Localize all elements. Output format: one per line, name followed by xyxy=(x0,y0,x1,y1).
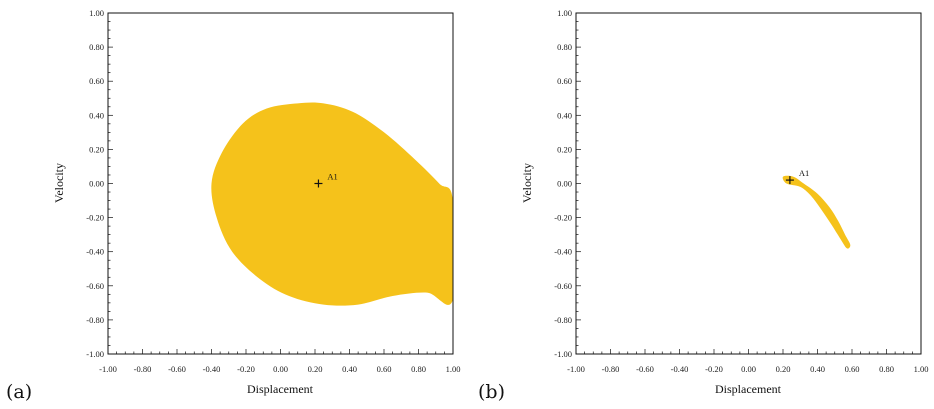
y-tick-label: -1.00 xyxy=(554,349,572,359)
y-tick-label: 0.20 xyxy=(89,144,104,154)
x-tick-label: 1.00 xyxy=(446,364,461,374)
x-tick-label: 0.60 xyxy=(377,364,392,374)
y-tick-label: -0.20 xyxy=(86,213,104,223)
y-tick-label: 0.60 xyxy=(89,76,104,86)
y-axis-title: Velocity xyxy=(52,163,66,203)
y-tick-label: -0.20 xyxy=(554,213,572,223)
phase-region-layer xyxy=(211,102,453,306)
x-tick-label: 0.40 xyxy=(342,364,357,374)
x-tick-labels: -1.00 -0.80 -0.60 -0.40 -0.20 0.00 0.20 … xyxy=(567,364,928,374)
x-tick-label: 0.00 xyxy=(741,364,756,374)
y-tick-label: -0.80 xyxy=(554,315,572,325)
y-tick-label: 0.80 xyxy=(89,42,104,52)
phase-region-layer xyxy=(782,175,851,249)
phase-region xyxy=(211,102,453,306)
y-tick-label: 1.00 xyxy=(557,8,572,18)
y-tick-label: -0.60 xyxy=(86,281,104,291)
x-axis-title: Displacement xyxy=(715,382,782,396)
tick-marks xyxy=(107,12,454,355)
y-tick-labels: 1.00 0.80 0.60 0.40 0.20 0.00 -0.20 -0.4… xyxy=(86,8,104,359)
x-tick-label: 1.00 xyxy=(914,364,929,374)
x-tick-label: -0.60 xyxy=(168,364,186,374)
y-tick-label: 0.20 xyxy=(557,144,572,154)
chart-panel-a: 1.00 0.80 0.60 0.40 0.20 0.00 -0.20 -0.4… xyxy=(6,8,460,403)
x-tick-label: -0.80 xyxy=(602,364,620,374)
y-tick-label: 0.40 xyxy=(557,110,572,120)
x-tick-label: -0.40 xyxy=(671,364,689,374)
y-tick-label: -0.60 xyxy=(554,281,572,291)
x-tick-label: -0.20 xyxy=(237,364,255,374)
y-tick-label: 0.80 xyxy=(557,42,572,52)
panel-label: (a) xyxy=(6,381,32,403)
x-tick-label: -0.20 xyxy=(705,364,723,374)
x-tick-label: -0.60 xyxy=(636,364,654,374)
x-tick-label: 0.80 xyxy=(879,364,894,374)
x-tick-label: 0.60 xyxy=(845,364,860,374)
y-tick-label: -1.00 xyxy=(86,349,104,359)
x-tick-label: -1.00 xyxy=(567,364,585,374)
y-tick-label: 1.00 xyxy=(89,8,104,18)
chart-panel-b: 1.00 0.80 0.60 0.40 0.20 0.00 -0.20 -0.4… xyxy=(478,8,928,403)
x-tick-labels: -1.00 -0.80 -0.60 -0.40 -0.20 0.00 0.20 … xyxy=(99,364,460,374)
y-tick-label: 0.00 xyxy=(89,179,104,189)
y-tick-label: -0.40 xyxy=(86,247,104,257)
x-tick-label: 0.80 xyxy=(411,364,426,374)
y-tick-label: -0.40 xyxy=(554,247,572,257)
x-tick-label: -1.00 xyxy=(99,364,117,374)
point-label: A1 xyxy=(799,168,809,178)
x-tick-label: 0.20 xyxy=(776,364,791,374)
x-tick-label: -0.40 xyxy=(203,364,221,374)
y-tick-label: -0.80 xyxy=(86,315,104,325)
x-tick-label: -0.80 xyxy=(134,364,152,374)
panel-label: (b) xyxy=(478,381,505,403)
y-tick-label: 0.00 xyxy=(557,179,572,189)
tick-marks xyxy=(575,12,922,355)
y-axis-title: Velocity xyxy=(520,163,534,203)
equilibrium-point-a1: A1 xyxy=(314,172,338,188)
y-tick-labels: 1.00 0.80 0.60 0.40 0.20 0.00 -0.20 -0.4… xyxy=(554,8,572,359)
y-tick-label: 0.60 xyxy=(557,76,572,86)
x-axis-title: Displacement xyxy=(247,382,314,396)
x-tick-label: 0.40 xyxy=(810,364,825,374)
y-tick-label: 0.40 xyxy=(89,110,104,120)
plot-frame xyxy=(575,12,922,355)
point-label: A1 xyxy=(327,172,337,182)
x-tick-label: 0.20 xyxy=(308,364,323,374)
x-tick-label: 0.00 xyxy=(273,364,288,374)
phase-region xyxy=(782,175,851,249)
equilibrium-point-a1: A1 xyxy=(785,168,809,185)
